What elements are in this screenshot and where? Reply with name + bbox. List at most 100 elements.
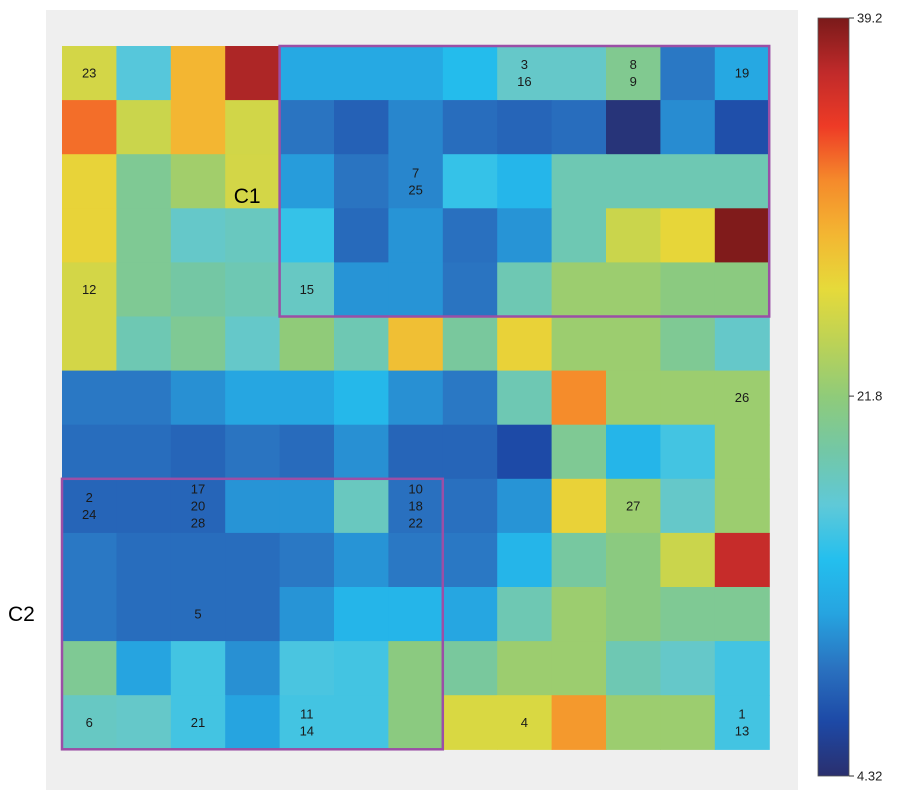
heatmap-cell-r1-c2	[170, 100, 226, 155]
heatmap-cell-r12-c12	[714, 695, 770, 750]
heatmap-cell-r3-c9	[551, 208, 607, 263]
heatmap-cell-r8-c10	[606, 478, 661, 534]
heatmap-cell-r4-c6	[388, 262, 444, 318]
heatmap-cell-r2-c5	[334, 154, 389, 209]
colorbar-tick-label-0: 39.2	[857, 11, 882, 26]
heatmap-cell-r2-c1	[116, 154, 172, 209]
colorbar-tick-label-2: 4.32	[857, 769, 882, 784]
heatmap-cell-r6-c4	[279, 370, 335, 426]
heatmap-cell-r9-c6	[388, 532, 444, 588]
heatmap-cell-r0-c4	[279, 46, 335, 101]
cell-label-2-line-1: 9	[630, 74, 637, 89]
heatmap-cell-r9-c2	[170, 532, 226, 588]
cell-label-9-line-1: 20	[191, 498, 205, 513]
heatmap-cell-r10-c5	[334, 587, 389, 642]
heatmap-cell-r7-c9	[551, 424, 607, 480]
heatmap-cell-r8-c7	[442, 478, 498, 534]
cell-label-4-line-0: 7	[412, 165, 419, 180]
heatmap-cell-r4-c2	[170, 262, 226, 318]
heatmap-cell-r1-c4	[279, 100, 335, 155]
heatmap-cell-r0-c3	[225, 46, 281, 101]
heatmap-cell-r6-c9	[551, 370, 607, 426]
cell-label-3-line-0: 19	[735, 66, 749, 81]
heatmap-cell-r3-c3	[225, 208, 281, 263]
cell-label-6-line-0: 15	[300, 282, 314, 297]
heatmap-cell-r5-c10	[606, 316, 661, 372]
heatmap-cell-r2-c3	[225, 154, 281, 209]
cell-label-8-line-0: 2	[86, 490, 93, 505]
heatmap-cell-r8-c1	[116, 478, 172, 534]
heatmap-cell-r7-c2	[170, 424, 226, 480]
heatmap-cell-r12-c0	[62, 695, 117, 750]
heatmap-cell-r12-c11	[660, 695, 716, 750]
heatmap-cell-r11-c10	[606, 641, 661, 696]
heatmap-cell-r4-c3	[225, 262, 281, 318]
heatmap-cell-r0-c0	[62, 46, 117, 101]
heatmap-cell-r1-c1	[116, 100, 172, 155]
heatmap-cell-r9-c4	[279, 532, 335, 588]
heatmap-cell-r12-c9	[551, 695, 607, 750]
heatmap-cell-r9-c11	[660, 532, 716, 588]
heatmap-cell-r2-c11	[660, 154, 716, 209]
colorbar-ticks: 39.2 21.8 4.32	[849, 11, 882, 784]
heatmap-cell-r3-c10	[606, 208, 661, 263]
heatmap-cell-r5-c1	[116, 316, 172, 372]
cell-label-4-line-1: 25	[408, 182, 422, 197]
heatmap-cell-r10-c3	[225, 587, 281, 642]
heatmap-cell-r1-c12	[714, 100, 770, 155]
heatmap-cell-r12-c6	[388, 695, 444, 750]
heatmap-cell-r8-c2	[170, 478, 226, 534]
heatmap-cell-r5-c5	[334, 316, 389, 372]
heatmap-cell-r11-c6	[388, 641, 444, 696]
heatmap-cell-r8-c9	[551, 478, 607, 534]
heatmap-cell-r11-c7	[442, 641, 498, 696]
heatmap-cell-r6-c6	[388, 370, 444, 426]
cell-label-5-line-0: 12	[82, 282, 96, 297]
heatmap-cell-r5-c0	[62, 316, 117, 372]
heatmap-cell-r12-c10	[606, 695, 661, 750]
heatmap-cell-r3-c11	[660, 208, 716, 263]
cell-label-17-line-1: 13	[735, 723, 749, 738]
heatmap-cell-r1-c6	[388, 100, 444, 155]
heatmap-cell-r2-c4	[279, 154, 335, 209]
heatmap-cell-r0-c2	[170, 46, 226, 101]
heatmap-cell-r7-c1	[116, 424, 172, 480]
cell-label-2-line-0: 8	[630, 57, 637, 72]
heatmap-cell-r7-c3	[225, 424, 281, 480]
heatmap-cell-r6-c10	[606, 370, 661, 426]
heatmap-cell-r4-c12	[714, 262, 770, 318]
heatmap-cell-r2-c7	[442, 154, 498, 209]
cell-label-0-line-0: 23	[82, 66, 96, 81]
heatmap-cell-r9-c12	[714, 532, 770, 588]
heatmap-cell-r10-c2	[170, 587, 226, 642]
heatmap-cell-r5-c12	[714, 316, 770, 372]
heatmap-cell-r10-c1	[116, 587, 172, 642]
heatmap-cells	[62, 46, 770, 750]
heatmap-cell-r10-c11	[660, 587, 716, 642]
heatmap-cell-r7-c8	[497, 424, 553, 480]
heatmap-cell-r1-c9	[551, 100, 607, 155]
heatmap-cell-r2-c6	[388, 154, 444, 209]
cell-label-1-line-0: 3	[521, 57, 528, 72]
heatmap-cell-r2-c12	[714, 154, 770, 209]
heatmap-cell-r6-c5	[334, 370, 389, 426]
heatmap-cell-r7-c5	[334, 424, 389, 480]
heatmap-cell-r10-c10	[606, 587, 661, 642]
heatmap-cell-r3-c8	[497, 208, 553, 263]
heatmap-cell-r9-c8	[497, 532, 553, 588]
heatmap-cell-r1-c10	[606, 100, 661, 155]
heatmap-cell-r9-c9	[551, 532, 607, 588]
heatmap-cell-r12-c3	[225, 695, 281, 750]
cluster-box-c2	[60, 477, 445, 751]
heatmap-cell-r5-c4	[279, 316, 335, 372]
cell-label-1-line-1: 16	[517, 74, 531, 89]
heatmap-cell-r4-c7	[442, 262, 498, 318]
heatmap-cell-r11-c1	[116, 641, 172, 696]
heatmap-cell-r3-c6	[388, 208, 444, 263]
heatmap-cell-r8-c8	[497, 478, 553, 534]
heatmap-cell-r5-c7	[442, 316, 498, 372]
heatmap-cell-r5-c6	[388, 316, 444, 372]
cell-label-14-line-0: 21	[191, 715, 205, 730]
heatmap-cell-r5-c8	[497, 316, 553, 372]
heatmap-cell-r12-c7	[442, 695, 498, 750]
